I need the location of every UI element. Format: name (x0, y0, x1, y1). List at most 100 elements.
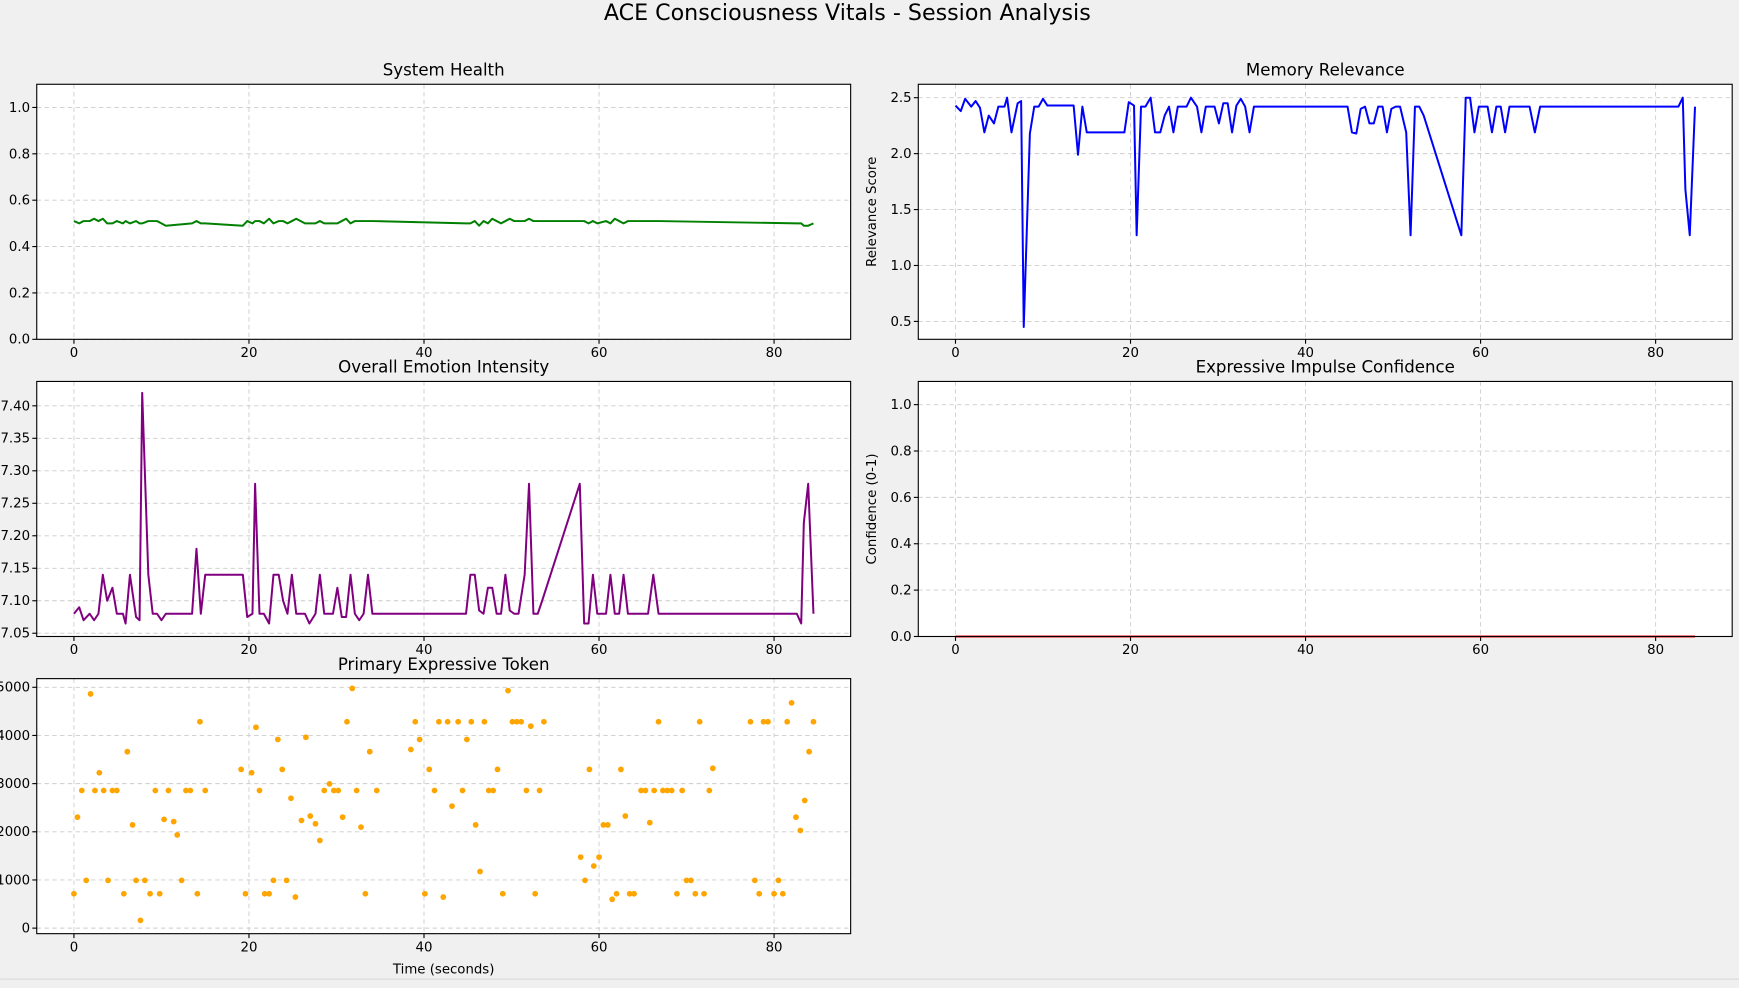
scatter-point (626, 890, 633, 897)
scatter-point (288, 795, 294, 802)
x-tick-label: 20 (1122, 643, 1139, 658)
scatter-point (509, 718, 516, 725)
scatter-point (505, 687, 511, 694)
axes-title: Memory Relevance (1246, 60, 1405, 79)
scatter-point (683, 877, 690, 884)
axes-background (918, 84, 1733, 340)
scatter-point (536, 787, 543, 794)
scatter-point (674, 890, 680, 897)
scatter-point (523, 787, 530, 794)
scatter-point (178, 877, 185, 884)
data-line (954, 96, 1697, 329)
x-tick-label: 60 (591, 643, 608, 658)
y-tick-label: 3000 (0, 777, 30, 792)
scatter-point (274, 736, 281, 743)
x-tick-label: 0 (951, 643, 959, 658)
x-tick-label: 40 (416, 940, 433, 955)
scatter-point (238, 766, 244, 773)
y-tick-label: 1.0 (890, 259, 911, 274)
x-tick-label: 20 (241, 346, 258, 361)
scatter-point (651, 787, 658, 794)
scatter-point (74, 814, 81, 821)
y-tick-label: 1000 (0, 873, 30, 888)
scatter-point (279, 766, 286, 773)
scatter-point (253, 724, 259, 731)
axes-frame (36, 678, 852, 935)
y-tick-label: 0.0 (890, 630, 911, 645)
scatter-point (113, 787, 120, 794)
scatter-point (161, 816, 167, 823)
x-tick-label: 80 (1647, 346, 1664, 361)
y-tick-label: 0.0 (9, 333, 30, 348)
scatter-point (440, 894, 447, 900)
scatter-point (83, 877, 90, 884)
scatter-point (459, 787, 466, 794)
scatter-point (455, 718, 462, 725)
axes-title: Overall Emotion Intensity (338, 358, 549, 377)
scatter-point (366, 748, 373, 755)
scatter-point (609, 896, 616, 903)
axes-title: Primary Expressive Token (338, 655, 550, 674)
scatter-point (444, 718, 451, 725)
scatter-point (339, 814, 346, 821)
x-tick-label: 80 (1647, 643, 1664, 658)
y-tick-label: 0.2 (890, 584, 911, 599)
scatter-point (751, 877, 758, 884)
scatter-point (797, 827, 804, 834)
x-tick-label: 80 (766, 346, 783, 361)
scatter-point (165, 787, 172, 794)
scatter-point (806, 748, 812, 755)
scatter-point (793, 814, 799, 821)
y-axis-label: Relevance Score (865, 157, 880, 267)
axes-background (36, 381, 851, 637)
y-tick-label: 2.5 (890, 91, 911, 106)
scatter-point (156, 890, 163, 897)
axes-frame (36, 83, 852, 340)
scatter-point (481, 718, 488, 725)
scatter-point (373, 787, 380, 794)
scatter-point (679, 787, 686, 794)
y-tick-label: 4000 (0, 729, 30, 744)
scatter-point (618, 766, 624, 773)
y-tick-label: 1.0 (9, 101, 30, 116)
scatter-point (302, 734, 309, 741)
scatter-point (174, 832, 181, 838)
axes-background (918, 381, 1733, 637)
x-tick-label: 20 (241, 940, 258, 955)
scatter-point (270, 877, 277, 884)
x-tick-label: 40 (1297, 643, 1314, 658)
scatter-point (353, 787, 360, 794)
scatter-point (120, 890, 127, 897)
x-tick-label: 40 (416, 643, 433, 658)
axes-background (36, 84, 851, 340)
scatter-point (358, 824, 364, 831)
scatter-point (485, 787, 492, 794)
scatter-point (283, 877, 290, 884)
scatter-point (426, 766, 433, 773)
scatter-point (810, 718, 817, 725)
figure-title: ACE Consciousness Vitals - Session Analy… (604, 0, 1091, 26)
y-tick-label: 7.15 (0, 562, 30, 577)
scatter-point (124, 748, 131, 755)
y-tick-label: 1.5 (890, 203, 911, 218)
data-line (73, 391, 815, 625)
x-tick-label: 60 (591, 940, 608, 955)
scatter-point (292, 894, 299, 900)
scatter-point (527, 723, 534, 730)
x-tick-label: 0 (70, 940, 78, 955)
y-tick-label: 1.0 (890, 398, 911, 413)
x-tick-label: 0 (70, 346, 78, 361)
scatter-point (709, 765, 716, 772)
scatter-point (362, 890, 369, 897)
scatter-point (183, 787, 189, 794)
scatter-point (765, 718, 771, 725)
scatter-point (197, 718, 203, 725)
scatter-point (407, 746, 414, 753)
axes-background (36, 678, 851, 934)
scatter-point (771, 890, 777, 897)
scatter-point (642, 787, 649, 794)
y-tick-label: 0.8 (9, 147, 30, 162)
x-tick-label: 0 (951, 346, 959, 361)
scatter-point (256, 787, 263, 794)
